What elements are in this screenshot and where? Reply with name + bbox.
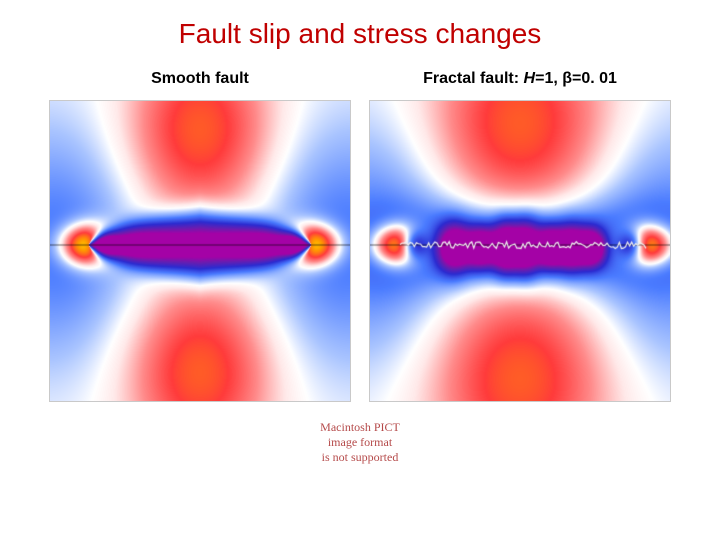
right-panel: Fractal fault: H=1, β=0. 01	[369, 70, 671, 402]
pict-placeholder: Macintosh PICT image format is not suppo…	[0, 420, 720, 465]
right-label-beta-symbol: β	[562, 70, 572, 87]
left-panel-label-text: Smooth fault	[151, 70, 249, 87]
right-label-H-symbol: H	[524, 70, 536, 87]
pict-line-3: is not supported	[322, 450, 399, 464]
right-label-lead: Fractal fault:	[423, 70, 523, 87]
pict-line-2: image format	[328, 435, 392, 449]
right-stress-field	[369, 100, 671, 402]
right-label-beta-eq: =0. 01	[572, 70, 617, 87]
right-panel-label: Fractal fault: H=1, β=0. 01	[423, 70, 617, 92]
right-label-H-eq: =1,	[535, 70, 562, 87]
left-stress-field	[49, 100, 351, 402]
panels-row: Smooth fault Fractal fault: H=1, β=0. 01	[0, 70, 720, 402]
pict-line-1: Macintosh PICT	[320, 420, 400, 434]
left-panel: Smooth fault	[49, 70, 351, 402]
left-panel-label: Smooth fault	[151, 70, 249, 92]
slide-title: Fault slip and stress changes	[0, 18, 720, 50]
